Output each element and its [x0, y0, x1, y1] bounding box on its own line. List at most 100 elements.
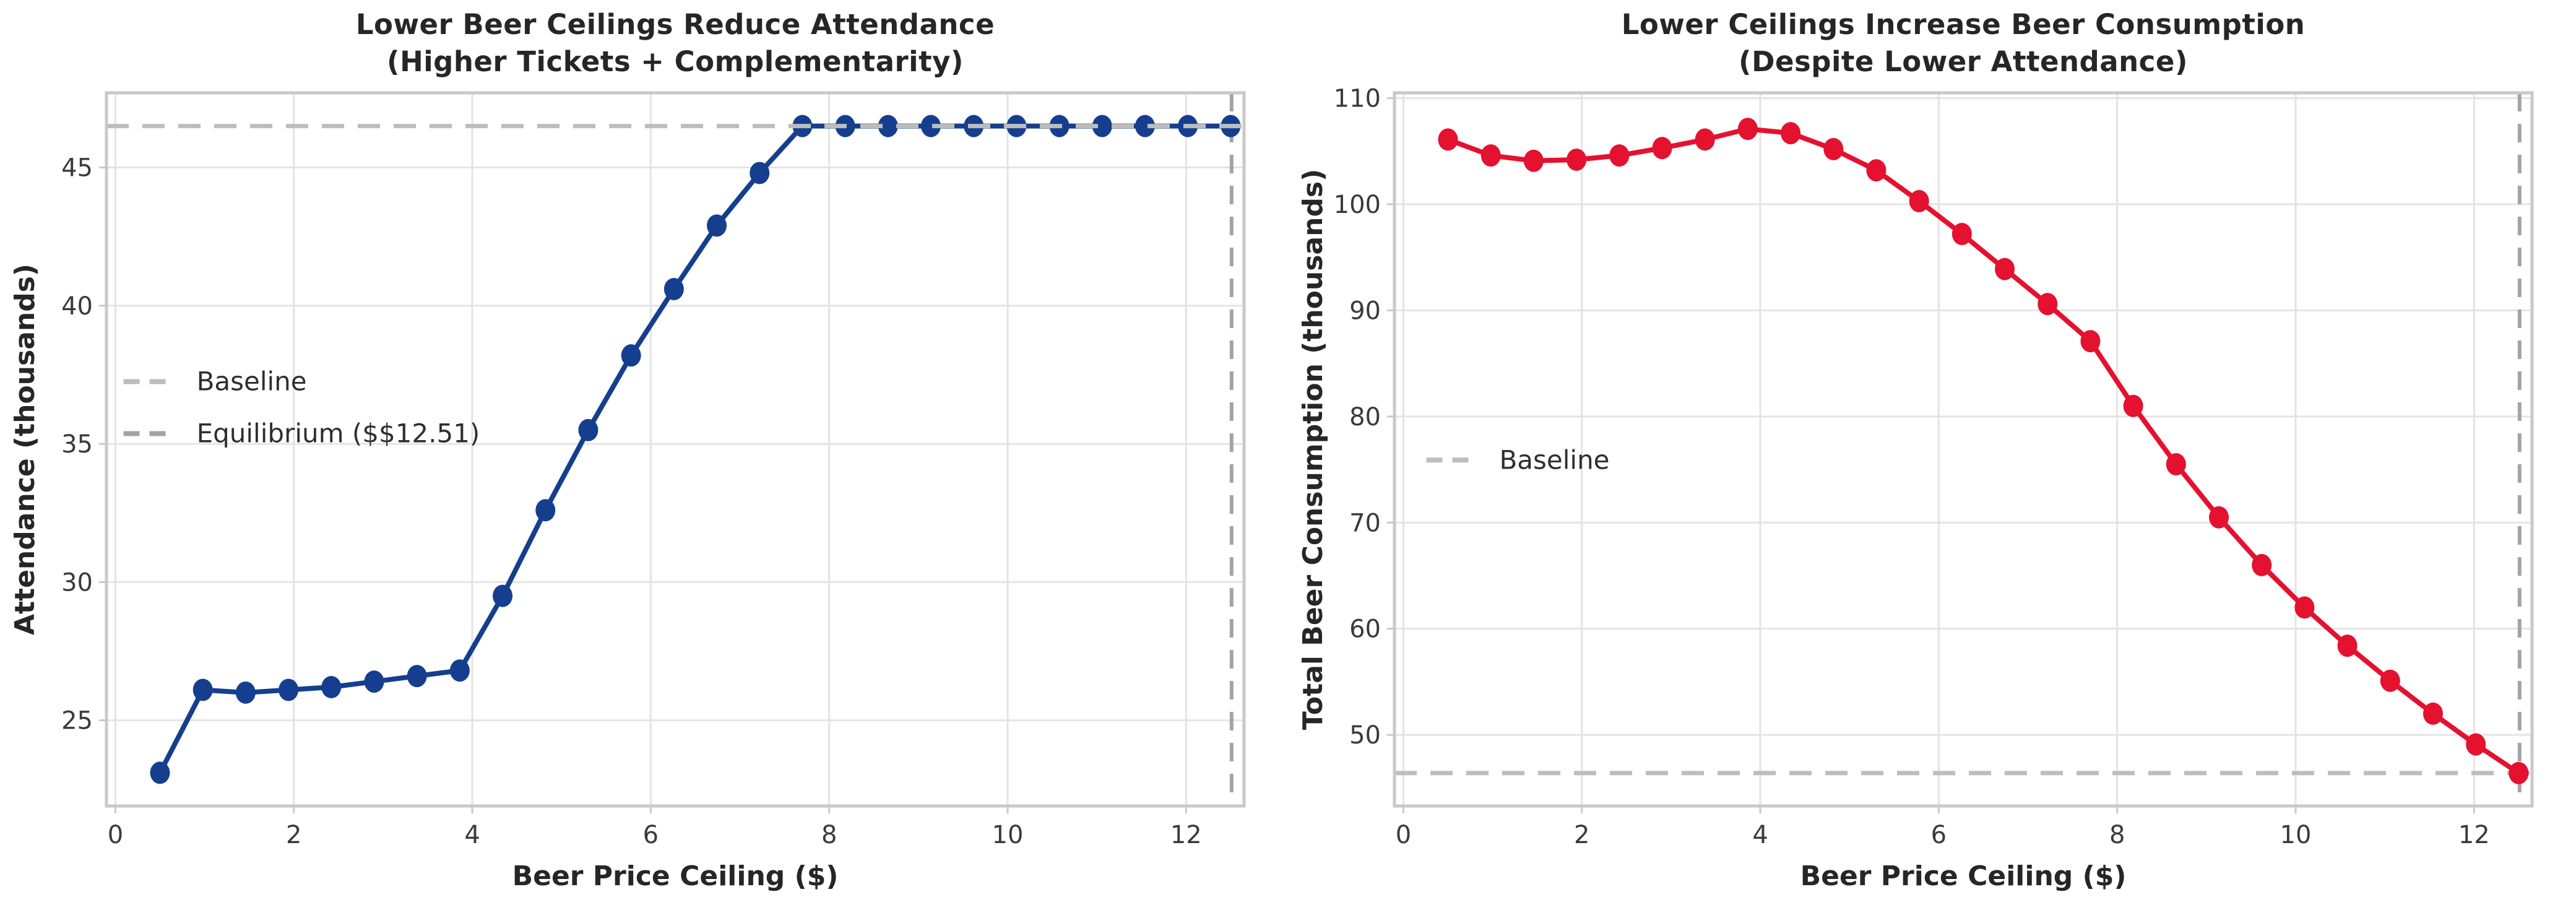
- attendance-title-line2: (Higher Tickets + Complementarity): [387, 45, 964, 78]
- data-point: [2123, 394, 2143, 417]
- data-point: [150, 761, 170, 784]
- data-point: [2380, 669, 2400, 692]
- data-point: [707, 214, 727, 237]
- data-point: [1567, 149, 1587, 171]
- data-point: [1737, 118, 1758, 141]
- x-tick-label: 8: [821, 821, 837, 849]
- data-point: [921, 115, 941, 137]
- y-axis-ticks: 50 60 70 80 90 100 110: [1334, 85, 1394, 750]
- data-point: [2423, 702, 2443, 725]
- data-point: [364, 670, 384, 693]
- y-tick-label: 50: [1349, 721, 1381, 750]
- data-point: [2209, 506, 2229, 529]
- x-tick-label: 4: [1752, 821, 1768, 849]
- y-tick-label: 60: [1349, 615, 1381, 644]
- data-point: [1480, 144, 1501, 167]
- plot-border: [1393, 91, 2534, 808]
- plot-border: [105, 91, 1246, 808]
- data-point: [1438, 128, 1458, 151]
- x-tick-label: 0: [1396, 821, 1411, 849]
- data-point: [493, 584, 513, 607]
- data-point: [1866, 159, 1887, 182]
- x-tick-label: 2: [286, 821, 301, 849]
- x-tick-label: 6: [1931, 821, 1947, 849]
- data-point: [321, 676, 342, 698]
- x-axis-ticks: 0 2 4 6 8 10 12: [108, 806, 1202, 849]
- y-tick-label: 90: [1349, 297, 1381, 325]
- attendance-line-chart: 0 2 4 6 8 10 12 25 30 35 40 45 Beer Price Ceiling ($…: [9, 91, 1246, 892]
- data-point: [2294, 596, 2315, 619]
- data-point: [1823, 137, 1844, 160]
- x-tick-label: 10: [2280, 821, 2312, 849]
- data-point: [1909, 189, 1929, 212]
- x-tick-label: 2: [1574, 821, 1589, 849]
- x-axis-label: Beer Price Ceiling ($): [1800, 860, 2127, 892]
- attendance-title-line1: Lower Beer Ceilings Reduce Attendance: [355, 8, 995, 41]
- data-point: [192, 678, 213, 701]
- data-point: [2252, 553, 2272, 576]
- y-axis-ticks: 25 30 35 40 45: [61, 154, 106, 735]
- data-point: [449, 659, 470, 682]
- x-tick-label: 6: [643, 821, 659, 849]
- x-tick-label: 12: [2458, 821, 2490, 849]
- y-tick-label: 80: [1349, 403, 1381, 431]
- y-tick-label: 45: [61, 154, 93, 183]
- y-tick-label: 70: [1349, 509, 1381, 537]
- data-point: [1609, 144, 1630, 167]
- data-point: [2166, 453, 2186, 475]
- legend: Baseline: [1426, 444, 1610, 475]
- data-point: [2466, 733, 2486, 756]
- x-axis-label: Beer Price Ceiling ($): [512, 860, 839, 892]
- y-axis-label: Attendance (thousands): [9, 264, 41, 635]
- attendance-chart-title: Lower Beer Ceilings Reduce Attendance (H…: [106, 6, 1244, 80]
- y-tick-label: 30: [61, 568, 93, 597]
- beer-title-line2: (Despite Lower Attendance): [1739, 45, 2188, 78]
- data-point: [663, 278, 684, 301]
- legend-label: Equilibrium ($$12.51): [197, 418, 480, 449]
- data-point: [578, 418, 599, 441]
- data-point: [1092, 115, 1112, 137]
- data-point: [2509, 761, 2529, 784]
- y-tick-label: 35: [61, 430, 93, 459]
- data-point: [750, 162, 770, 184]
- data-point: [1652, 137, 1672, 160]
- data-point: [2337, 634, 2358, 657]
- attendance-series: [150, 115, 1241, 784]
- beer-chart-title: Lower Ceilings Increase Beer Consumption…: [1394, 6, 2532, 80]
- x-axis-ticks: 0 2 4 6 8 10 12: [1396, 806, 2490, 849]
- beer-title-line1: Lower Ceilings Increase Beer Consumption: [1621, 8, 2306, 41]
- x-tick-label: 8: [2109, 821, 2125, 849]
- legend-label: Baseline: [197, 366, 307, 397]
- series-line: [157, 123, 1234, 776]
- data-point: [535, 499, 556, 522]
- x-tick-label: 4: [464, 821, 480, 849]
- legend: Baseline Equilibrium ($$12.51): [123, 366, 480, 449]
- gridlines: [1394, 93, 2532, 806]
- y-tick-label: 110: [1334, 85, 1381, 113]
- y-tick-label: 100: [1334, 191, 1381, 219]
- x-tick-label: 0: [108, 821, 123, 849]
- beer-consumption-line-chart: 0 2 4 6 8 10 12 50 60 70 80 90 100 110 Beer Price Ceil…: [1297, 85, 2534, 892]
- data-point: [621, 344, 641, 367]
- chart-panel-attendance: Lower Beer Ceilings Reduce Attendance (H…: [9, 6, 1246, 892]
- data-point: [1781, 122, 1801, 145]
- legend-label: Baseline: [1499, 444, 1609, 475]
- data-point: [279, 678, 299, 701]
- data-point: [235, 681, 256, 704]
- data-point: [878, 115, 898, 137]
- data-point: [1135, 115, 1155, 137]
- data-point: [407, 665, 427, 688]
- y-tick-label: 25: [61, 707, 93, 735]
- x-tick-label: 12: [1170, 821, 1202, 849]
- x-tick-label: 10: [992, 821, 1024, 849]
- y-tick-label: 40: [61, 292, 93, 321]
- data-point: [1695, 128, 1715, 151]
- gridlines: [106, 93, 1244, 806]
- chart-panel-beer-consumption: Lower Ceilings Increase Beer Consumption…: [1288, 0, 2576, 905]
- data-point: [2038, 293, 2058, 316]
- data-point: [1995, 258, 2015, 280]
- beer-consumption-series: [1438, 118, 2529, 784]
- data-point: [1523, 149, 1544, 172]
- data-point: [2080, 330, 2101, 353]
